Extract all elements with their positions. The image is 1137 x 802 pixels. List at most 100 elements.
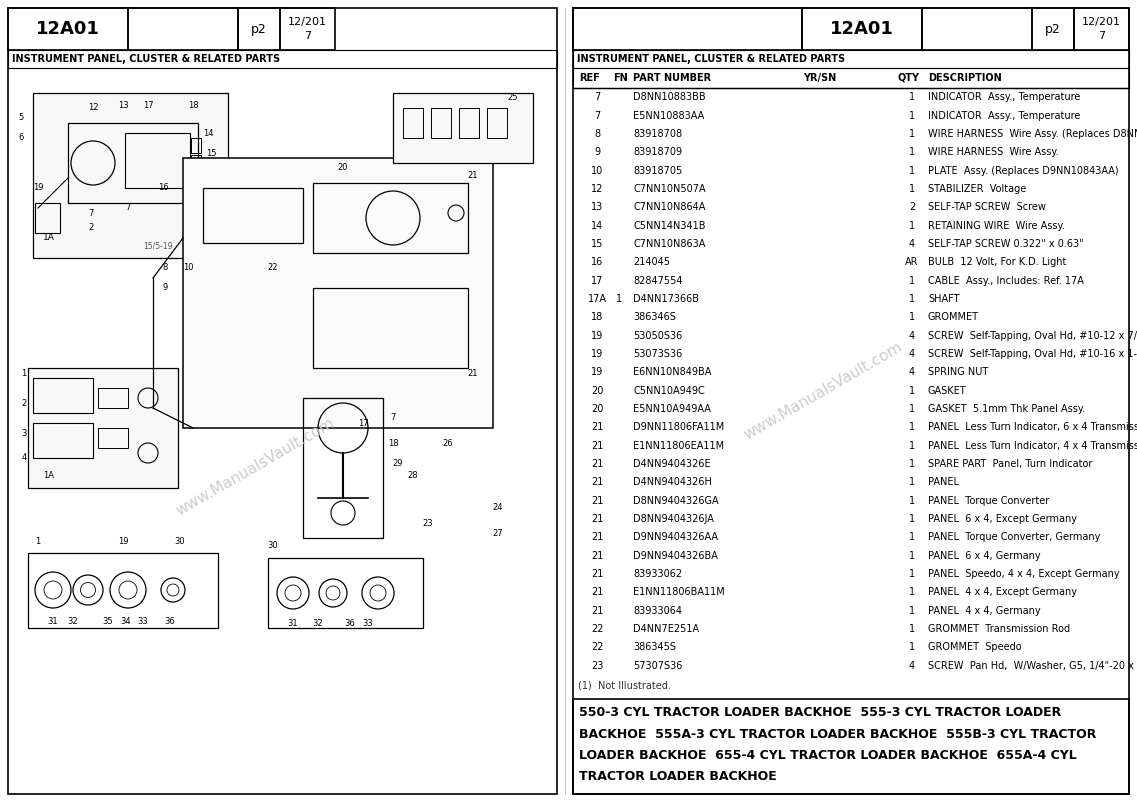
Text: 1: 1 [908,111,915,120]
Text: 1: 1 [908,92,915,102]
Bar [487,108,507,138]
Text: D8NN9404326JA: D8NN9404326JA [633,514,714,524]
Text: REF: REF [579,73,599,83]
Text: 17: 17 [591,276,604,286]
Bar [8,8,128,50]
Text: 386346S: 386346S [633,312,675,322]
Bar [313,183,468,253]
Text: 7: 7 [594,111,600,120]
Text: 1: 1 [908,551,915,561]
Text: SHAFT: SHAFT [928,294,960,304]
Text: 22: 22 [591,642,604,653]
Text: STABILIZER  Voltage: STABILIZER Voltage [928,184,1027,194]
Text: 31: 31 [288,618,298,627]
Text: 7: 7 [89,209,93,217]
Text: 1: 1 [908,386,915,395]
Bar [573,8,1129,794]
Bar [302,398,383,538]
Bar [183,158,493,428]
Bar [802,8,922,50]
Text: 83918708: 83918708 [633,129,682,139]
Text: 1: 1 [908,148,915,157]
Bar [238,8,280,50]
Text: PANEL  6 x 4, Except Germany: PANEL 6 x 4, Except Germany [928,514,1077,524]
Text: PANEL  4 x 4, Germany: PANEL 4 x 4, Germany [928,606,1040,616]
Text: D8NN10883BB: D8NN10883BB [633,92,706,102]
Text: 2: 2 [22,399,26,407]
Text: 2: 2 [89,224,93,233]
Bar [573,8,802,50]
Text: 1: 1 [908,441,915,451]
Text: PANEL  Less Turn Indicator, 4 x 4 Transmission: PANEL Less Turn Indicator, 4 x 4 Transmi… [928,441,1137,451]
Bar [431,108,451,138]
Text: 1: 1 [908,221,915,231]
Text: 21: 21 [591,423,604,432]
Text: 13: 13 [591,202,603,213]
Text: 23: 23 [423,519,433,528]
Text: 34: 34 [121,617,131,626]
Text: 1: 1 [908,404,915,414]
Text: 19: 19 [591,367,603,377]
Text: PANEL  Torque Converter: PANEL Torque Converter [928,496,1049,506]
Text: GASKET: GASKET [928,386,966,395]
Text: 31: 31 [48,617,58,626]
Text: PANEL  Torque Converter, Germany: PANEL Torque Converter, Germany [928,533,1101,542]
Text: D9NN9404326AA: D9NN9404326AA [633,533,717,542]
Text: QTY: QTY [898,73,920,83]
Text: 21: 21 [591,514,604,524]
Bar [128,8,238,50]
Text: 24: 24 [492,504,504,512]
Text: 83933062: 83933062 [633,569,682,579]
Text: PANEL  6 x 4, Germany: PANEL 6 x 4, Germany [928,551,1040,561]
Text: 7: 7 [304,31,312,41]
Text: 33: 33 [363,618,373,627]
Text: SELF-TAP SCREW  Screw: SELF-TAP SCREW Screw [928,202,1046,213]
Text: 7: 7 [125,204,131,213]
Text: 4: 4 [22,453,26,463]
Text: 1: 1 [908,606,915,616]
Text: 12: 12 [88,103,98,112]
Text: 27: 27 [492,529,504,537]
Text: 21: 21 [591,587,604,597]
Text: 17: 17 [142,102,153,111]
Text: 10: 10 [591,165,603,176]
Text: 16: 16 [158,184,168,192]
Text: 21: 21 [591,533,604,542]
Text: 16: 16 [591,257,603,267]
Text: SPARE PART  Panel, Turn Indicator: SPARE PART Panel, Turn Indicator [928,459,1093,469]
Text: 3: 3 [22,428,26,438]
Text: 1A: 1A [43,233,55,242]
Text: C7NN10N863A: C7NN10N863A [633,239,705,249]
Text: 21: 21 [591,459,604,469]
Text: 28: 28 [408,472,418,480]
Text: GROMMET  Transmission Rod: GROMMET Transmission Rod [928,624,1070,634]
Text: WIRE HARNESS  Wire Assy. (Replaces D8NN14N096AA): WIRE HARNESS Wire Assy. (Replaces D8NN14… [928,129,1137,139]
Text: GROMMET: GROMMET [928,312,979,322]
Text: RETAINING WIRE  Wire Assy.: RETAINING WIRE Wire Assy. [928,221,1065,231]
Text: 82847554: 82847554 [633,276,682,286]
Text: 13: 13 [118,102,128,111]
Text: SCREW  Pan Hd,  W/Washer, G5, 1/4"-20 x 3/4": SCREW Pan Hd, W/Washer, G5, 1/4"-20 x 3/… [928,661,1137,670]
Text: 8: 8 [594,129,600,139]
Text: E1NN11806BA11M: E1NN11806BA11M [633,587,724,597]
Text: E5NN10A949AA: E5NN10A949AA [633,404,711,414]
Text: 19: 19 [591,330,603,341]
Text: 21: 21 [591,441,604,451]
Text: 12A01: 12A01 [36,20,100,38]
Text: 1: 1 [908,129,915,139]
Text: SCREW  Self-Tapping, Oval Hd, #10-16 x 1-1/2": SCREW Self-Tapping, Oval Hd, #10-16 x 1-… [928,349,1137,359]
Text: 21: 21 [467,368,479,378]
Text: INSTRUMENT PANEL, CLUSTER & RELATED PARTS: INSTRUMENT PANEL, CLUSTER & RELATED PART… [13,54,280,64]
Text: 26: 26 [442,439,454,448]
Text: 19: 19 [591,349,603,359]
Text: INDICATOR  Assy., Temperature: INDICATOR Assy., Temperature [928,92,1080,102]
Text: 1: 1 [908,294,915,304]
Text: 1: 1 [908,459,915,469]
Text: 5: 5 [18,114,24,123]
Bar [204,188,302,243]
Text: PART NUMBER: PART NUMBER [633,73,711,83]
Bar [459,108,479,138]
Text: 1: 1 [908,496,915,506]
Text: 550-3 CYL TRACTOR LOADER BACKHOE  555-3 CYL TRACTOR LOADER: 550-3 CYL TRACTOR LOADER BACKHOE 555-3 C… [579,707,1061,719]
Text: 8: 8 [163,264,167,273]
